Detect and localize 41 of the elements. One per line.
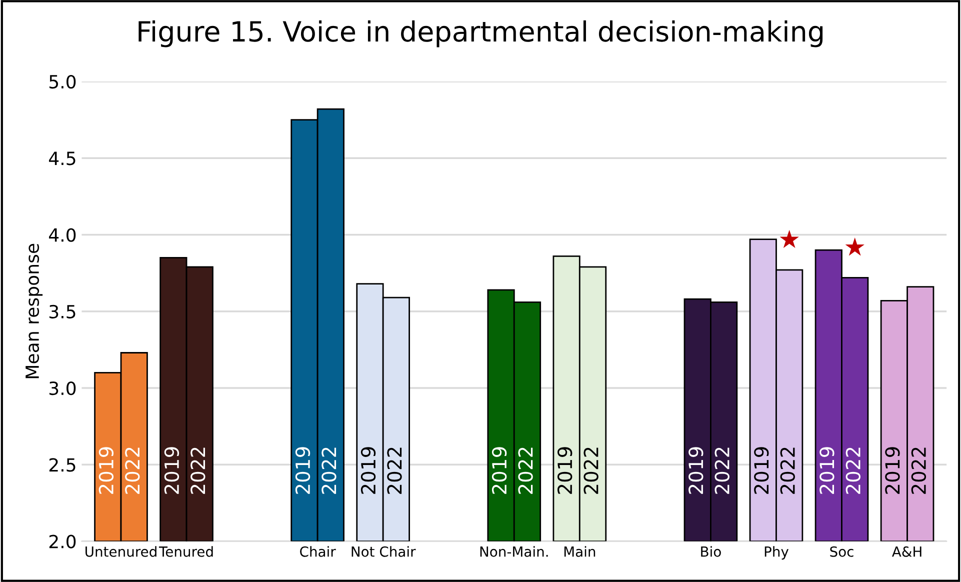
text: 2022 [780, 448, 795, 494]
text: 2019 [754, 447, 769, 494]
text: 2019 [98, 447, 114, 494]
y-tick-label: 5.0 [50, 74, 76, 89]
text: 2022 [322, 448, 336, 494]
series-label: 2022 [714, 448, 730, 494]
x-tick-label: Not Chair [352, 546, 416, 557]
x-tick-label: Phy [764, 546, 789, 560]
x-tick-label: Bio [701, 546, 721, 557]
text: 2022 [911, 448, 926, 494]
text: 2022 [125, 448, 140, 494]
text: 2019 [360, 447, 376, 494]
x-tick-label: Untenured [86, 546, 156, 557]
x-tick-label: Non-Main. [480, 546, 548, 557]
text: 2019 [492, 447, 507, 494]
y-tick-label: 3.0 [49, 381, 76, 396]
text: 2022 [387, 448, 402, 494]
text: 2019 [885, 447, 900, 494]
x-tick-label: Chair [300, 546, 336, 557]
text: 2019 [557, 447, 572, 494]
annotation: ★ [780, 230, 799, 248]
y-tick-label: 4.5 [48, 152, 76, 166]
x-tick-label: Tenured [158, 546, 213, 557]
text: 2022 [518, 448, 533, 494]
chart-title: Figure 15. Voice in departmental decision-making [138, 20, 823, 48]
x-tick-label: A&H [892, 546, 922, 557]
y-tick-label: 3.5 [49, 304, 76, 318]
annotation: ★ [845, 238, 864, 256]
series-label: 2019 [295, 447, 310, 494]
y-tick-label: 2.5 [49, 458, 76, 472]
text: 2022 [190, 448, 206, 494]
text: 2019 [688, 447, 704, 494]
text: 2022 [846, 448, 860, 494]
x-tick-label: Main [564, 546, 596, 557]
text: 2022 [584, 448, 598, 494]
y-tick-label: 2.0 [49, 534, 76, 548]
y-tick-label: 4.0 [48, 228, 76, 242]
x-tick-label: Soc [830, 546, 854, 557]
text: 2019 [820, 447, 834, 494]
y-axis-title: Mean response [26, 244, 43, 378]
text: 2019 [164, 447, 180, 494]
